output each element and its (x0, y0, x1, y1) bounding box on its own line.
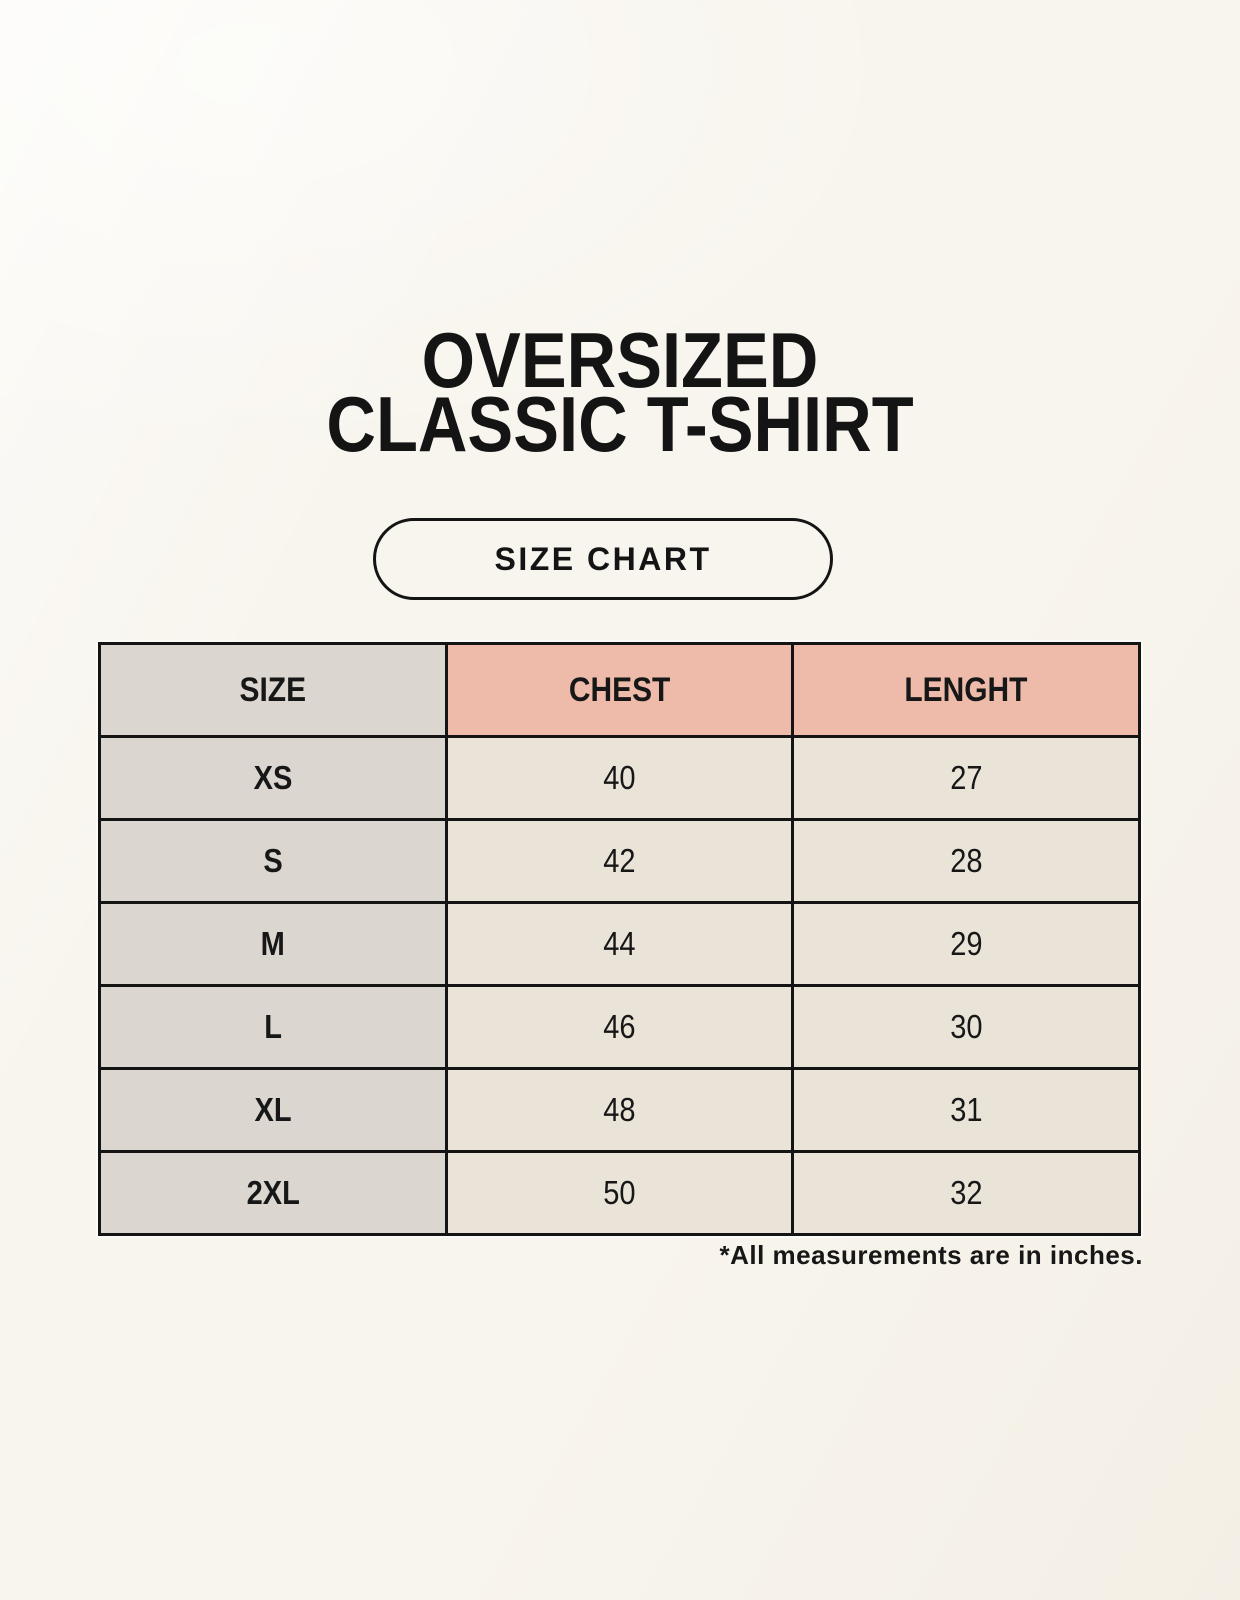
cell-text: 50 (603, 1174, 636, 1211)
chest-cell: 40 (444, 735, 795, 821)
size-table: SIZE CHEST LENGHT XS 40 27 S 42 28 M 44 29 L 46 30 X… (98, 642, 1141, 1236)
chest-cell: 44 (444, 901, 795, 987)
size-cell: S (98, 818, 448, 904)
cell-text: S (263, 842, 283, 879)
table-row: XS 40 27 (98, 735, 1141, 821)
table-row: S 42 28 (98, 818, 1141, 904)
length-cell: 29 (791, 901, 1141, 987)
length-cell: 32 (791, 1150, 1141, 1236)
table-row: M 44 29 (98, 901, 1141, 987)
size-table-body: XS 40 27 S 42 28 M 44 29 L 46 30 XL 48 31 2XL 50 32 (98, 735, 1141, 1236)
chest-cell: 50 (444, 1150, 795, 1236)
cell-text: 30 (950, 1008, 983, 1045)
page-title-line1: OVERSIZED (421, 316, 819, 404)
chest-cell: 46 (444, 984, 795, 1070)
cell-text: 40 (603, 759, 636, 796)
cell-text: 27 (950, 759, 983, 796)
page-title-line2: CLASSIC T-SHIRT (326, 380, 914, 468)
chest-cell: 42 (444, 818, 795, 904)
size-cell: XL (98, 1067, 448, 1153)
table-header-row: SIZE CHEST LENGHT (98, 642, 1141, 738)
size-cell: L (98, 984, 448, 1070)
cell-text: 32 (950, 1174, 983, 1211)
cell-text: 42 (603, 842, 636, 879)
cell-text: 46 (603, 1008, 636, 1045)
table-row: XL 48 31 (98, 1067, 1141, 1153)
table-row: L 46 30 (98, 984, 1141, 1070)
table-row: 2XL 50 32 (98, 1150, 1141, 1236)
cell-text: 2XL (246, 1174, 300, 1211)
length-cell: 27 (791, 735, 1141, 821)
cell-text: XS (253, 759, 293, 796)
header-chest: CHEST (444, 642, 795, 738)
cell-text: 31 (950, 1091, 983, 1128)
cell-text: M (260, 925, 285, 962)
size-chart-badge-label: SIZE CHART (494, 540, 712, 577)
cell-text: L (263, 1008, 282, 1045)
length-cell: 28 (791, 818, 1141, 904)
header-length: LENGHT (791, 642, 1141, 738)
cell-text: 48 (603, 1091, 636, 1128)
size-cell: M (98, 901, 448, 987)
header-size: SIZE (98, 642, 448, 738)
header-size-label: SIZE (239, 670, 307, 709)
cell-text: 29 (950, 925, 983, 962)
length-cell: 31 (791, 1067, 1141, 1153)
chest-cell: 48 (444, 1067, 795, 1153)
measurements-note: *All measurements are in inches. (719, 1240, 1143, 1270)
header-chest-label: CHEST (568, 670, 671, 709)
cell-text: XL (254, 1091, 292, 1128)
size-chart-badge[interactable]: SIZE CHART (373, 518, 833, 600)
cell-text: 44 (603, 925, 636, 962)
size-cell: 2XL (98, 1150, 448, 1236)
header-length-label: LENGHT (904, 670, 1028, 709)
length-cell: 30 (791, 984, 1141, 1070)
page-title: OVERSIZED CLASSIC T-SHIRT (0, 316, 1240, 468)
size-cell: XS (98, 735, 448, 821)
cell-text: 28 (950, 842, 983, 879)
